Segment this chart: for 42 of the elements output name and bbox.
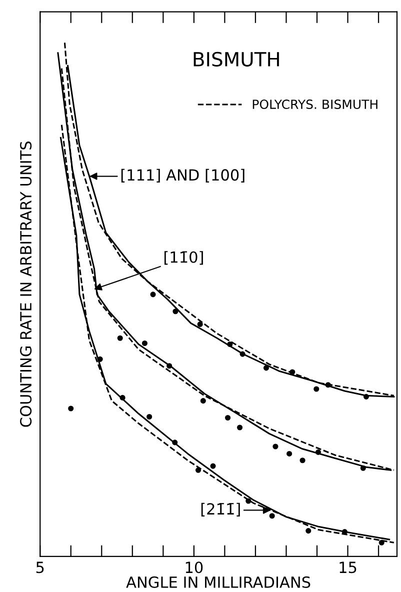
point: [68, 406, 74, 412]
point: [263, 365, 270, 371]
point: [117, 335, 123, 341]
point: [150, 292, 156, 298]
point: [246, 498, 252, 504]
point: [195, 467, 202, 473]
point: [290, 369, 296, 375]
annotation: [21̄1̄]: [201, 502, 240, 516]
point: [224, 414, 231, 421]
point: [236, 424, 243, 430]
legend-label: POLYCRYS. BISMUTH: [252, 100, 378, 110]
point: [197, 321, 203, 328]
point: [97, 356, 103, 362]
point: [210, 463, 216, 469]
x-tick-label: 10: [186, 562, 203, 574]
y-axis-title: COUNTING RATE IN ARBITRARY UNITS: [20, 142, 32, 427]
annotation: [111] AND [100]: [121, 168, 244, 182]
point: [146, 414, 152, 420]
point: [172, 308, 178, 314]
point: [300, 458, 306, 464]
point: [269, 513, 275, 519]
point: [378, 540, 384, 546]
point: [286, 450, 292, 456]
point: [227, 342, 233, 348]
point: [314, 386, 320, 392]
x-tick-label: 15: [340, 562, 356, 574]
point: [315, 449, 322, 455]
point: [306, 528, 312, 534]
point: [272, 444, 278, 450]
point: [363, 394, 369, 400]
annotation: [11̄0]: [164, 251, 203, 265]
point: [240, 351, 246, 357]
x-axis-title: ANGLE IN MILLIRADIANS: [126, 576, 310, 588]
x-tick-label: 5: [36, 562, 44, 574]
point: [172, 440, 178, 446]
point: [200, 398, 206, 404]
point: [120, 394, 126, 400]
point: [360, 465, 366, 471]
point: [166, 363, 172, 369]
chart-title: BISMUTH: [194, 52, 279, 67]
point: [142, 340, 148, 346]
point: [325, 382, 331, 388]
